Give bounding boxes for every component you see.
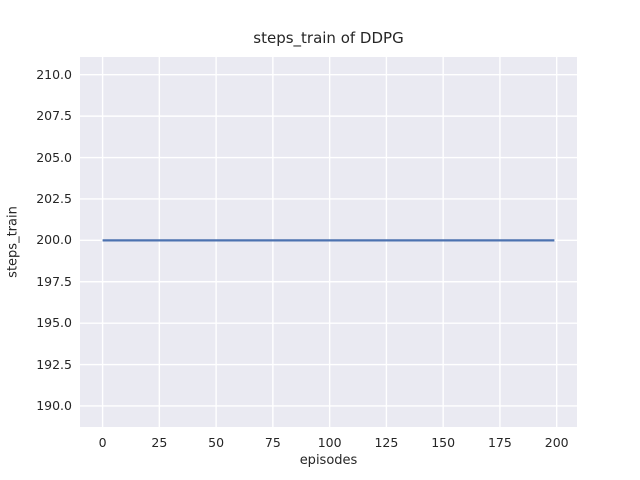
y-tick-label: 200.0 (36, 232, 72, 248)
x-tick-label: 75 (264, 435, 281, 450)
chart-title: steps_train of DDPG (253, 29, 404, 47)
y-tick-label: 207.5 (36, 108, 72, 124)
y-tick-label: 205.0 (36, 149, 72, 165)
x-tick-label: 200 (544, 435, 569, 450)
y-tick-label: 192.5 (36, 356, 72, 372)
x-tick-label: 125 (374, 435, 399, 450)
x-tick-label: 25 (151, 435, 168, 450)
y-tick-label: 197.5 (36, 273, 72, 289)
x-axis-label: episodes (299, 453, 358, 468)
plot-area (80, 57, 577, 427)
x-tick-label: 50 (208, 435, 225, 450)
x-tick-label: 0 (98, 435, 107, 450)
y-tick-label: 202.5 (36, 190, 72, 206)
x-tick-label: 175 (487, 435, 512, 450)
x-tick-label: 100 (317, 435, 342, 450)
x-tick-label: 150 (431, 435, 456, 450)
y-tick-label: 210.0 (36, 66, 72, 82)
y-tick-label: 195.0 (36, 315, 72, 331)
y-tick-label: 190.0 (36, 397, 72, 413)
plot-canvas (80, 57, 577, 427)
